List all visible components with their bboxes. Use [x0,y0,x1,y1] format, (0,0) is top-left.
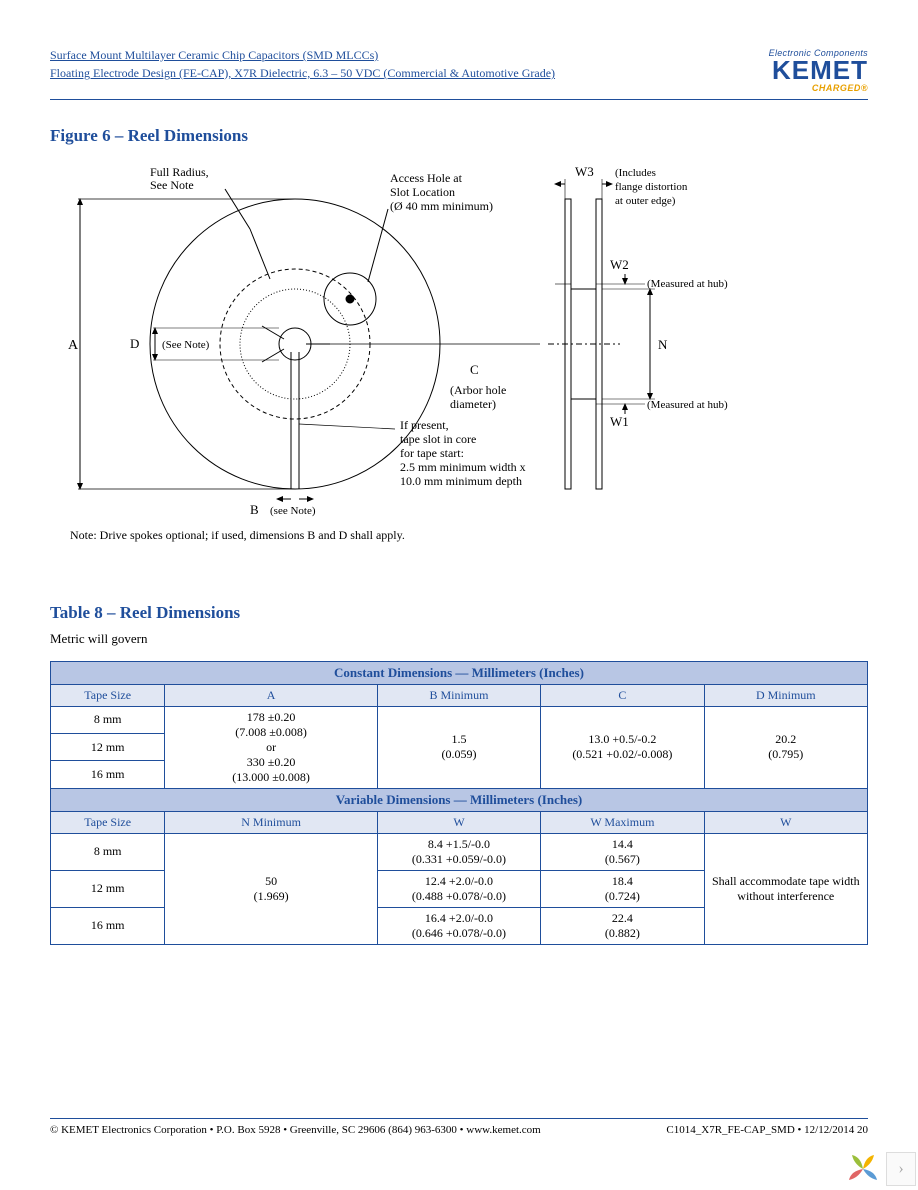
svg-text:diameter): diameter) [450,397,496,411]
cell-tsize: 16 mm [51,907,165,944]
cell-wmax: 18.4 (0.724) [541,870,704,907]
svg-text:(Ø 40 mm minimum): (Ø 40 mm minimum) [390,199,493,213]
col-dmin: D Minimum [704,684,867,706]
svg-text:(see Note): (see Note) [270,505,316,517]
col-w: W [377,811,540,833]
svg-text:A: A [68,338,79,353]
col-tape-size: Tape Size [51,811,165,833]
svg-text:at outer edge): at outer edge) [615,195,676,207]
cell-tsize: 12 mm [51,870,165,907]
cell-wlast: Shall accommodate tape width without int… [704,833,867,944]
cell-tsize: 16 mm [51,761,165,788]
nav-widget: › [846,1152,916,1186]
cell-w: 12.4 +2.0/-0.0 (0.488 +0.078/-0.0) [377,870,540,907]
col-nmin: N Minimum [165,811,377,833]
svg-text:for tape start:: for tape start: [400,446,464,460]
next-page-button[interactable]: › [886,1152,916,1186]
svg-text:(Includes: (Includes [615,167,656,179]
col-wmax: W Maximum [541,811,704,833]
flower-icon [846,1152,880,1186]
svg-text:B: B [250,502,259,517]
col-bmin: B Minimum [377,684,540,706]
col-a: A [165,684,377,706]
svg-text:(Measured at hub): (Measured at hub) [647,278,728,290]
band-constant: Constant Dimensions — Millimeters (Inche… [51,661,868,684]
table-subtitle: Metric will govern [50,631,868,647]
svg-text:W2: W2 [610,257,629,272]
cell-wmax: 14.4 (0.567) [541,833,704,870]
svg-text:D: D [130,336,139,351]
kemet-logo: Electronic Components KEMET CHARGED® [769,48,868,93]
page-header: Surface Mount Multilayer Ceramic Chip Ca… [50,48,868,100]
reel-diagram: A D (See Note) Full Radius, See Note Acc… [50,154,868,524]
svg-text:Full Radius,: Full Radius, [150,165,209,179]
svg-text:2.5 mm minimum width x: 2.5 mm minimum width x [400,460,526,474]
header-link-2[interactable]: Floating Electrode Design (FE-CAP), X7R … [50,66,555,80]
cell-dmin: 20.2 (0.795) [704,706,867,788]
svg-text:N: N [658,337,668,352]
page-footer: © KEMET Electronics Corporation • P.O. B… [50,1118,868,1136]
svg-text:C: C [470,362,479,377]
band-variable: Variable Dimensions — Millimeters (Inche… [51,788,868,811]
figure-note: Note: Drive spokes optional; if used, di… [70,528,868,543]
svg-text:10.0 mm minimum depth: 10.0 mm minimum depth [400,474,522,488]
cell-w: 8.4 +1.5/-0.0 (0.331 +0.059/-0.0) [377,833,540,870]
svg-text:If present,: If present, [400,418,449,432]
col-tape-size: Tape Size [51,684,165,706]
svg-text:flange distortion: flange distortion [615,181,688,193]
svg-text:Slot Location: Slot Location [390,185,455,199]
cell-a: 178 ±0.20 (7.008 ±0.008) or 330 ±0.20 (1… [165,706,377,788]
cell-nmin: 50 (1.969) [165,833,377,944]
cell-tsize: 12 mm [51,734,165,761]
cell-c: 13.0 +0.5/-0.2 (0.521 +0.02/-0.008) [541,706,704,788]
cell-w: 16.4 +2.0/-0.0 (0.646 +0.078/-0.0) [377,907,540,944]
cell-bmin: 1.5 (0.059) [377,706,540,788]
svg-text:(See Note): (See Note) [162,339,210,351]
svg-text:See Note: See Note [150,178,194,192]
svg-text:tape slot in core: tape slot in core [400,432,476,446]
footer-right: C1014_X7R_FE-CAP_SMD • 12/12/2014 20 [666,1124,868,1136]
svg-text:Access Hole at: Access Hole at [390,171,463,185]
svg-text:(Arbor hole: (Arbor hole [450,383,506,397]
footer-left: © KEMET Electronics Corporation • P.O. B… [50,1124,541,1136]
header-left: Surface Mount Multilayer Ceramic Chip Ca… [50,48,555,81]
figure-title: Figure 6 – Reel Dimensions [50,126,868,146]
cell-tsize: 8 mm [51,833,165,870]
logo-brand: KEMET [769,58,868,83]
cell-wmax: 22.4 (0.882) [541,907,704,944]
col-w2: W [704,811,867,833]
col-c: C [541,684,704,706]
svg-text:(Measured at hub): (Measured at hub) [647,399,728,411]
cell-tsize: 8 mm [51,706,165,733]
table-title: Table 8 – Reel Dimensions [50,603,868,623]
reel-dimensions-table: Constant Dimensions — Millimeters (Inche… [50,661,868,945]
header-link-1[interactable]: Surface Mount Multilayer Ceramic Chip Ca… [50,48,378,62]
svg-text:W1: W1 [610,414,629,429]
svg-text:W3: W3 [575,164,594,179]
